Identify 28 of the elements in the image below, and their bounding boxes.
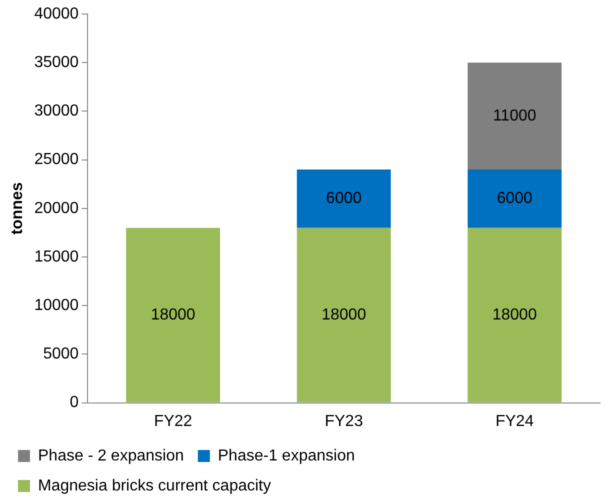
- data-label: 11000: [492, 107, 536, 124]
- y-axis-title: tonnes: [9, 182, 26, 235]
- legend-label: Phase - 2 expansion: [38, 447, 184, 464]
- data-label: 18000: [492, 306, 537, 324]
- data-label: 18000: [150, 306, 196, 324]
- y-tick-label: 5000: [43, 346, 79, 363]
- data-label: 18000: [322, 306, 366, 324]
- legend-label: Magnesia bricks current capacity: [38, 477, 271, 494]
- bar: [468, 228, 562, 402]
- y-tick-label: 25000: [34, 151, 79, 168]
- bar: [126, 228, 220, 402]
- y-tick-label: 10000: [34, 297, 79, 314]
- y-tick-label: 20000: [34, 200, 79, 217]
- legend-label: Phase-1 expansion: [218, 447, 355, 464]
- data-label: 6000: [326, 190, 362, 208]
- bar: [296, 170, 391, 228]
- y-tick-label: 0: [70, 394, 79, 412]
- y-tick-label: 40000: [34, 5, 79, 22]
- bar: [468, 170, 562, 228]
- data-label: 6000: [496, 190, 533, 208]
- y-tick-label: 15000: [34, 248, 79, 266]
- x-tick-label: FY22: [154, 412, 192, 430]
- y-tick-label: 30000: [34, 102, 79, 120]
- y-tick-label: 35000: [34, 54, 79, 72]
- bar: [468, 62, 562, 170]
- x-tick-label: FY23: [324, 412, 364, 430]
- x-tick-label: FY24: [495, 412, 534, 430]
- bar: [296, 228, 391, 402]
